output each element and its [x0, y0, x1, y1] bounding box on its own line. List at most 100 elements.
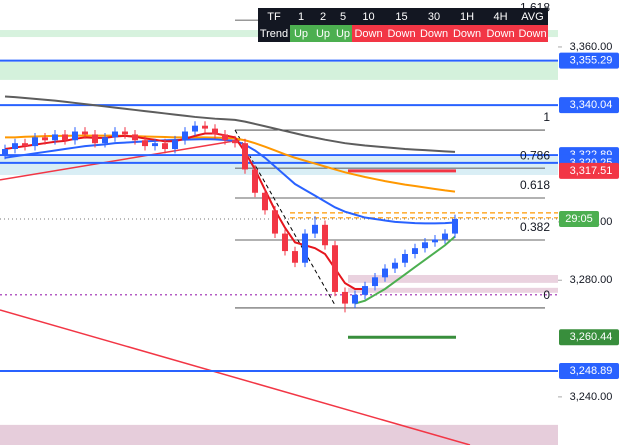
table-header-cell: [258, 8, 290, 25]
candle-body: [162, 143, 168, 150]
candle-body: [342, 291, 348, 304]
candle-body: [352, 294, 358, 304]
candle-body: [222, 134, 228, 141]
table-header-cell: [334, 8, 352, 25]
table-cell: [450, 25, 484, 42]
table-header-cell: [418, 8, 450, 25]
table-header-cell: [517, 8, 548, 25]
candle-body: [192, 125, 198, 132]
table-cell-text: Down: [420, 28, 448, 40]
moving-average: [354, 235, 456, 305]
candle-body: [12, 143, 18, 150]
candle-body: [62, 134, 68, 141]
candle-body: [22, 143, 28, 147]
zone: [0, 61, 558, 80]
candle-body: [432, 239, 438, 243]
candle-body: [292, 251, 298, 263]
fib-label: 0.618: [520, 178, 550, 192]
countdown-label: 29:05: [565, 213, 593, 225]
price-label-box: [559, 52, 619, 69]
candle-body: [142, 140, 148, 147]
candle-body: [242, 143, 248, 170]
candle-body: [282, 233, 288, 252]
table-header-text: 30: [428, 11, 440, 23]
candle-body: [52, 134, 58, 141]
table-cell: [352, 25, 385, 42]
table-cell: [334, 25, 352, 42]
price-label: 3,248.89: [570, 365, 613, 377]
price-label: 3,260.44: [570, 331, 613, 343]
table-cell: [484, 25, 517, 42]
table-header-cell: [484, 8, 517, 25]
price-label-box: [559, 162, 619, 179]
candle-body: [92, 134, 98, 144]
candle-body: [442, 233, 448, 240]
table-header-cell: [450, 8, 484, 25]
table-cell-text: Up: [294, 28, 308, 40]
candle-body: [422, 242, 428, 249]
candle-body: [312, 224, 318, 234]
price-label-box: [559, 329, 619, 346]
candle-body: [112, 131, 118, 138]
countdown-box: [559, 211, 599, 228]
candle-body: [332, 245, 338, 292]
candle-body: [232, 140, 238, 144]
trend-line: [234, 129, 336, 306]
fib-label: 0.382: [520, 220, 550, 234]
table-header-text: 5: [340, 11, 346, 23]
candle-body: [172, 140, 178, 150]
candle-body: [82, 131, 88, 135]
moving-average: [4, 95, 456, 153]
table-header-cell: [312, 8, 334, 25]
fib-label: 1: [543, 110, 550, 124]
table-cell: [290, 25, 312, 42]
table-cell: [258, 25, 290, 42]
table-cell-text: Trend: [260, 28, 288, 40]
candle-body: [42, 137, 48, 141]
table-header-text: 15: [395, 11, 407, 23]
candle-body: [452, 219, 458, 234]
candle-body: [252, 169, 258, 193]
candle-body: [322, 224, 328, 246]
candle-body: [412, 248, 418, 254]
zone: [0, 424, 558, 445]
candle-body: [182, 131, 188, 141]
table-header-text: 4H: [493, 11, 507, 23]
table-header-cell: [290, 8, 312, 25]
table-cell: [312, 25, 334, 42]
candle-body: [302, 233, 308, 263]
trend-line: [0, 309, 471, 445]
trend-line: [0, 139, 241, 181]
candle-body: [382, 268, 388, 278]
candle-body: [362, 286, 368, 295]
candle-body: [152, 143, 158, 147]
table-header-text: 2: [320, 11, 326, 23]
moving-average: [4, 138, 456, 225]
candle-body: [212, 128, 218, 135]
fib-label: 0: [543, 288, 550, 302]
table-header-text: 1H: [460, 11, 474, 23]
table-cell-text: Down: [354, 28, 382, 40]
price-label-box: [559, 97, 619, 114]
table-header-cell: [352, 8, 385, 25]
candle-body: [272, 210, 278, 234]
table-header-cell: [385, 8, 418, 25]
candle-body: [132, 134, 138, 141]
table-header-text: AVG: [521, 11, 543, 23]
zone: [348, 274, 558, 283]
table-cell-text: Down: [486, 28, 514, 40]
candle-body: [202, 125, 208, 129]
price-label: 3,317.51: [570, 165, 613, 177]
candle-body: [32, 137, 38, 147]
table-header-text: 1: [298, 11, 304, 23]
moving-average: [5, 134, 456, 193]
table-cell: [385, 25, 418, 42]
moving-average: [4, 132, 365, 290]
table-cell-text: Down: [453, 28, 481, 40]
table-header-text: 10: [362, 11, 374, 23]
candle-body: [2, 149, 8, 155]
candle-body: [392, 262, 398, 269]
table-header-text: TF: [267, 11, 281, 23]
y-tick-label: 3,240.00: [570, 391, 613, 403]
